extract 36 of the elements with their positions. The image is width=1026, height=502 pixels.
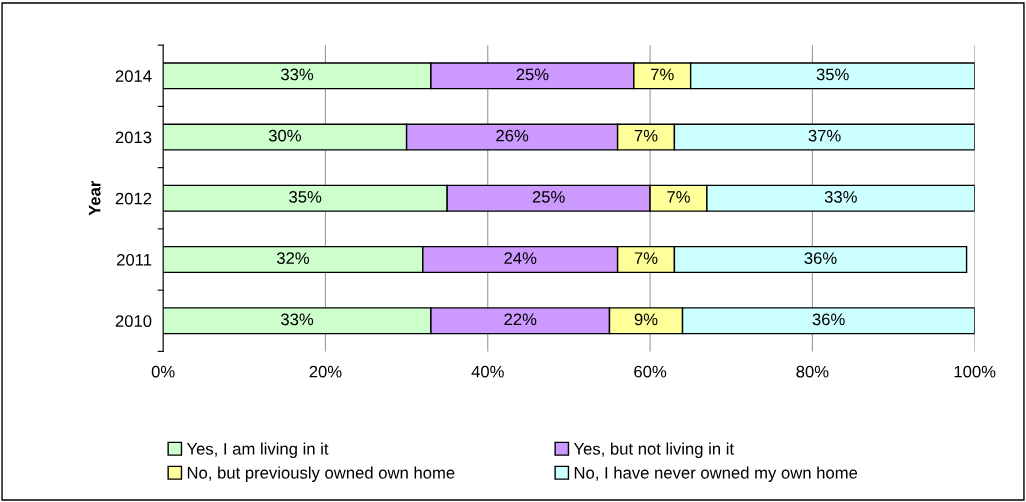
data-label: 25% bbox=[532, 190, 565, 203]
data-label: 7% bbox=[667, 191, 690, 203]
data-label: 32% bbox=[276, 252, 310, 265]
data-label: 30% bbox=[268, 129, 301, 142]
data-label: 36% bbox=[812, 313, 845, 326]
data-label: 33% bbox=[824, 190, 857, 203]
x-tick-label: 40% bbox=[471, 365, 504, 378]
legend-label: Yes, but not living in it bbox=[573, 442, 734, 459]
y-tick-label: 2010 bbox=[115, 315, 152, 327]
data-label: 7% bbox=[634, 252, 658, 264]
data-label: 7% bbox=[634, 129, 658, 142]
x-tick-label: 100% bbox=[954, 365, 996, 378]
data-label: 26% bbox=[496, 129, 529, 142]
data-label: 24% bbox=[504, 252, 537, 264]
data-label: 7% bbox=[651, 68, 674, 81]
data-label: 25% bbox=[516, 68, 549, 81]
y-tick-label: 2011 bbox=[117, 253, 152, 266]
x-tick-label: 80% bbox=[796, 365, 829, 378]
data-label: 22% bbox=[504, 313, 537, 326]
data-label: 36% bbox=[804, 252, 837, 265]
y-tick-label: 2014 bbox=[115, 70, 152, 83]
data-label: 35% bbox=[816, 68, 849, 81]
x-tick-label: 20% bbox=[309, 365, 342, 378]
data-label: 37% bbox=[808, 129, 841, 142]
legend-label: No, I have never owned my own home bbox=[574, 466, 858, 482]
x-tick-label: 60% bbox=[634, 365, 667, 378]
data-label: 33% bbox=[281, 68, 314, 81]
x-tick-label: 0% bbox=[151, 365, 175, 378]
y-axis-title: Year bbox=[88, 180, 101, 216]
y-tick-label: 2012 bbox=[115, 192, 152, 205]
data-label: 33% bbox=[281, 313, 314, 326]
legend-label: No, but previously owned own home bbox=[187, 466, 455, 482]
y-tick-label: 2013 bbox=[115, 131, 152, 144]
data-label: 9% bbox=[634, 313, 658, 326]
legend-label: Yes, I am living in it bbox=[186, 442, 329, 459]
data-label: 35% bbox=[289, 190, 322, 203]
